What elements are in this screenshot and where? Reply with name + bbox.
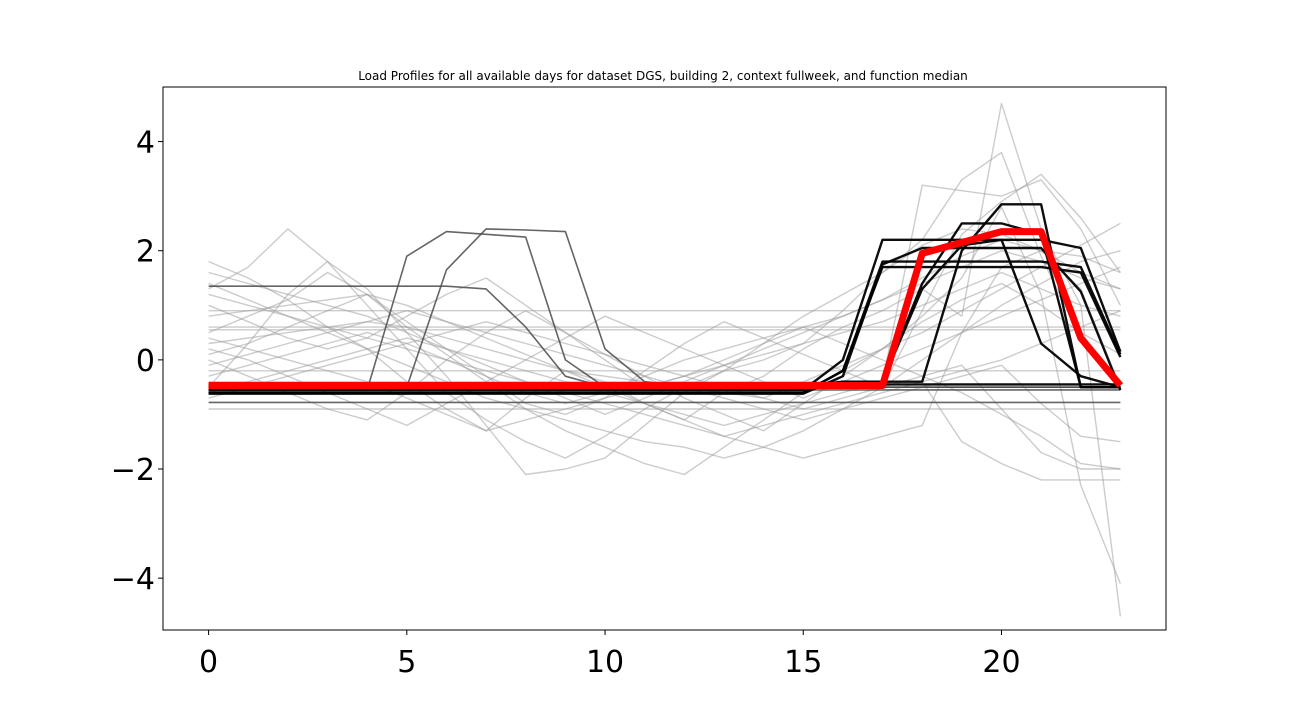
load-profile-line-21 [208, 173, 1121, 416]
load-profile-line-33 [208, 310, 1121, 443]
plot-frame [162, 86, 1167, 631]
load-profile-line-23 [208, 277, 1121, 470]
y-tick-label: 4 [136, 126, 155, 161]
y-tick-label: 0 [136, 344, 155, 379]
x-tick-label: 5 [397, 645, 416, 680]
x-tick-label: 20 [982, 645, 1020, 680]
chart-title: Load Profiles for all available days for… [358, 69, 968, 83]
series-layer [208, 102, 1124, 617]
load-profile-line-8 [208, 246, 1122, 395]
load-profile-line-24 [208, 239, 1121, 405]
load-profile-line-25 [208, 293, 1121, 437]
load-profile-line-14 [208, 151, 1121, 459]
load-profile-line-31 [208, 381, 1121, 481]
y-tick-label: −2 [111, 453, 155, 488]
x-tick-label: 10 [586, 645, 624, 680]
y-tick-label: −4 [111, 562, 155, 597]
load-profile-line-18 [208, 250, 1121, 459]
y-axis: −4 −2 0 2 4 [111, 126, 163, 597]
load-profile-line-9 [208, 228, 1121, 389]
load-profile-line-15 [208, 206, 1122, 584]
x-tick-label: 0 [199, 645, 218, 680]
y-tick-label: 2 [136, 235, 155, 270]
load-profile-line-29 [208, 179, 1122, 427]
x-tick-label: 15 [784, 645, 822, 680]
load-profile-line-35 [208, 321, 1121, 470]
load-profile-line-16 [208, 228, 1122, 476]
median-profile-line [208, 228, 1124, 389]
x-axis: 0 5 10 15 20 [199, 630, 1021, 680]
load-profile-line-36 [208, 249, 1121, 459]
